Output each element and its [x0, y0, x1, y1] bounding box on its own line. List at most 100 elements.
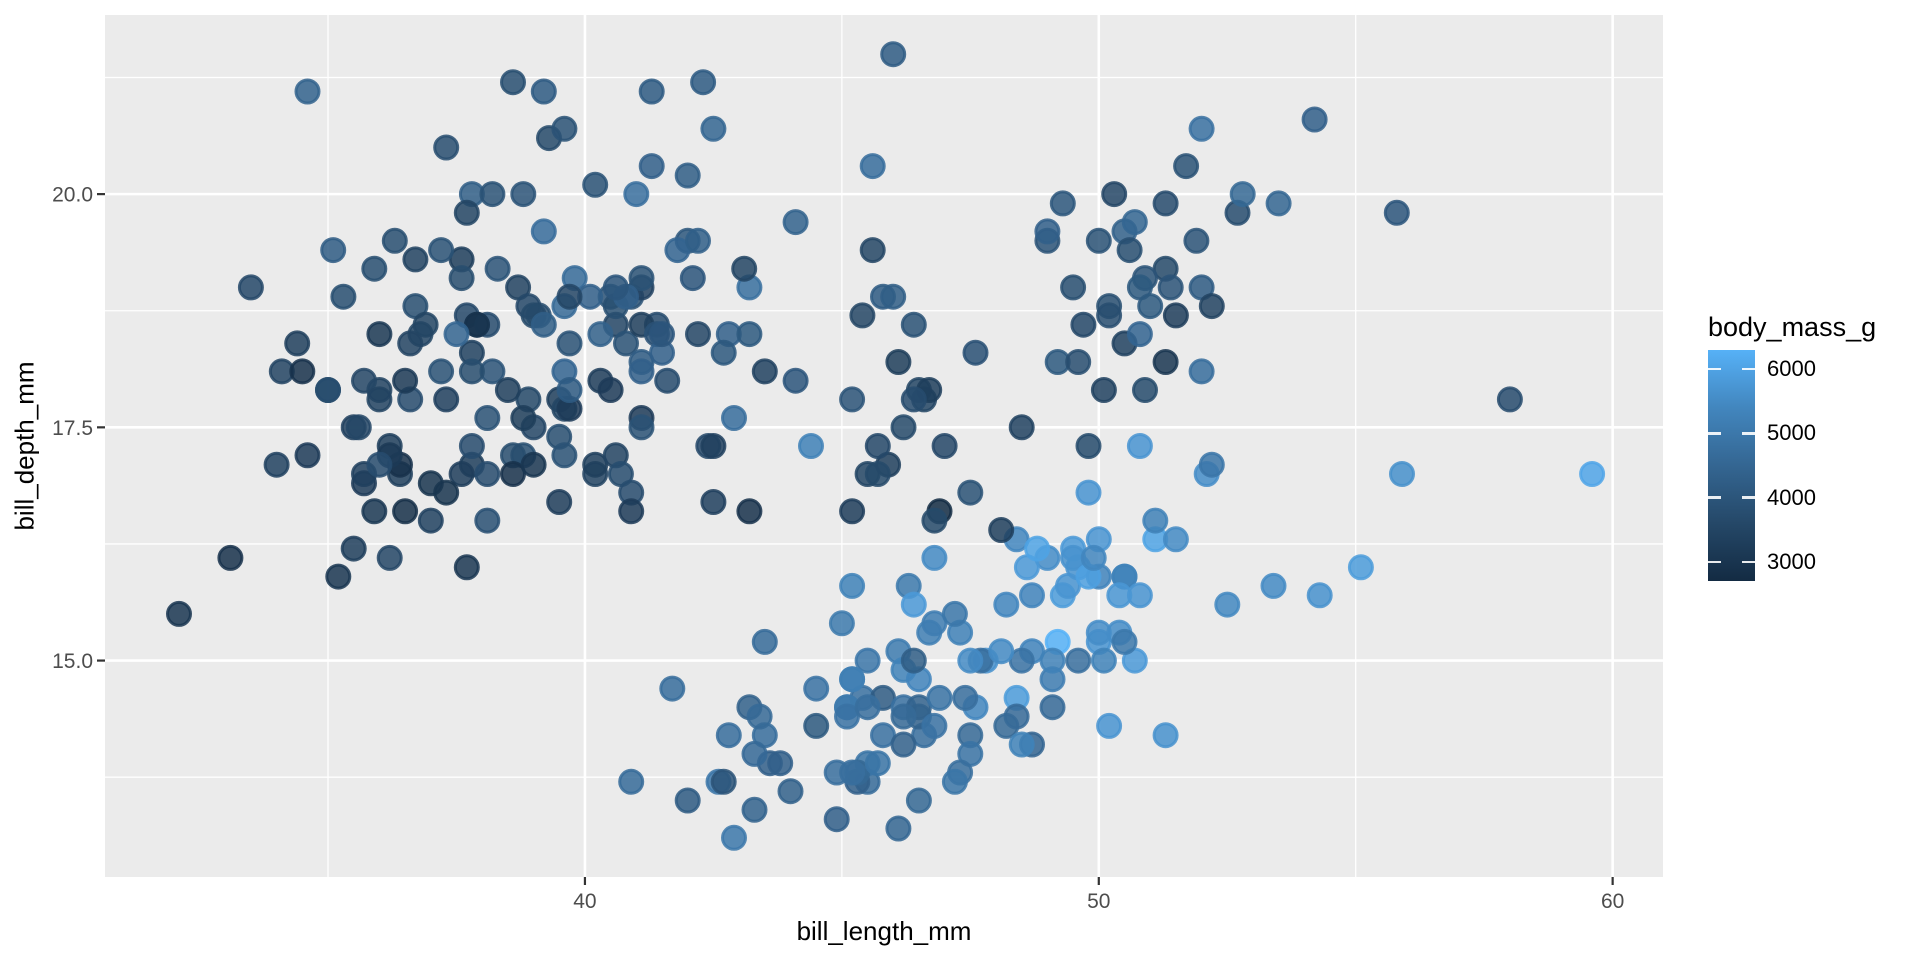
data-point	[1019, 582, 1045, 609]
data-point	[1034, 218, 1061, 245]
data-point	[376, 544, 403, 571]
data-point	[628, 414, 655, 441]
data-point	[607, 461, 634, 487]
data-point	[926, 684, 953, 711]
data-point	[710, 768, 737, 795]
data-point	[366, 321, 393, 348]
data-point	[458, 358, 485, 385]
data-point	[494, 377, 521, 403]
data-point	[1049, 190, 1076, 217]
x-tick-label: 60	[1601, 890, 1624, 913]
data-point	[1162, 302, 1189, 329]
data-point	[500, 461, 526, 487]
data-point	[1188, 115, 1215, 142]
data-point	[1116, 237, 1143, 264]
data-point	[1126, 433, 1153, 459]
data-point	[474, 507, 501, 534]
data-point	[1265, 190, 1292, 217]
data-point	[1106, 582, 1133, 609]
data-point	[530, 78, 557, 105]
data-point	[628, 358, 655, 385]
data-point	[1496, 386, 1523, 413]
data-point	[1229, 181, 1256, 208]
data-point	[1301, 106, 1328, 133]
data-point	[366, 451, 393, 478]
data-point	[746, 703, 773, 730]
data-point	[767, 750, 794, 777]
data-point	[890, 703, 917, 730]
data-point	[1065, 647, 1092, 674]
data-point	[890, 414, 917, 441]
data-point	[941, 600, 968, 627]
data-point	[638, 153, 665, 180]
data-point	[988, 517, 1015, 543]
data-point	[798, 433, 824, 459]
data-point	[649, 321, 675, 348]
data-point	[859, 237, 886, 264]
data-point	[448, 265, 475, 292]
data-point	[366, 386, 393, 413]
data-point	[345, 414, 372, 441]
data-point	[453, 554, 480, 581]
data-point	[685, 321, 711, 348]
data-point	[587, 321, 614, 348]
data-point	[1070, 311, 1097, 338]
data-point	[602, 274, 629, 301]
data-point	[263, 451, 290, 478]
data-point	[839, 498, 866, 525]
data-point	[428, 237, 455, 264]
data-point	[556, 283, 583, 310]
data-point	[582, 171, 609, 198]
data-point	[582, 451, 609, 478]
data-point	[736, 321, 763, 348]
data-point	[1008, 414, 1035, 441]
data-point	[613, 330, 639, 357]
data-point	[330, 283, 357, 310]
data-point	[510, 405, 537, 431]
data-point	[530, 311, 557, 338]
data-point	[993, 591, 1020, 618]
data-point	[854, 647, 881, 674]
data-point	[474, 461, 501, 487]
data-point	[674, 787, 701, 814]
data-point	[1198, 451, 1225, 478]
data-point	[859, 153, 886, 180]
data-point	[474, 405, 501, 431]
data-point	[839, 386, 866, 413]
y-tick-label: 15.0	[52, 650, 93, 673]
data-point	[1152, 722, 1179, 749]
data-point	[1096, 302, 1123, 329]
data-point	[448, 461, 475, 487]
data-point	[900, 386, 927, 413]
data-point	[941, 768, 968, 795]
data-point	[674, 162, 701, 189]
data-point	[1075, 479, 1102, 506]
data-point	[921, 712, 948, 739]
data-point	[638, 78, 665, 105]
data-point	[931, 433, 958, 459]
y-tick-label: 17.5	[52, 417, 93, 440]
data-point	[1065, 349, 1092, 375]
data-point	[417, 507, 444, 534]
data-point	[721, 405, 747, 431]
data-point	[905, 787, 932, 814]
data-point	[700, 115, 727, 142]
data-point	[849, 302, 876, 329]
data-point	[885, 815, 912, 842]
data-point	[1008, 647, 1035, 674]
y-tick-label: 20.0	[52, 184, 93, 207]
data-point	[361, 498, 388, 525]
data-point	[433, 134, 460, 161]
data-point	[679, 265, 706, 292]
data-point	[166, 600, 192, 627]
data-point	[1075, 433, 1102, 459]
data-point	[715, 722, 742, 749]
data-point	[1090, 647, 1117, 674]
data-point	[551, 442, 578, 469]
data-point	[803, 675, 830, 702]
data-point	[500, 69, 526, 96]
data-point	[1126, 321, 1153, 348]
data-point	[294, 78, 321, 105]
data-point	[1214, 591, 1241, 618]
